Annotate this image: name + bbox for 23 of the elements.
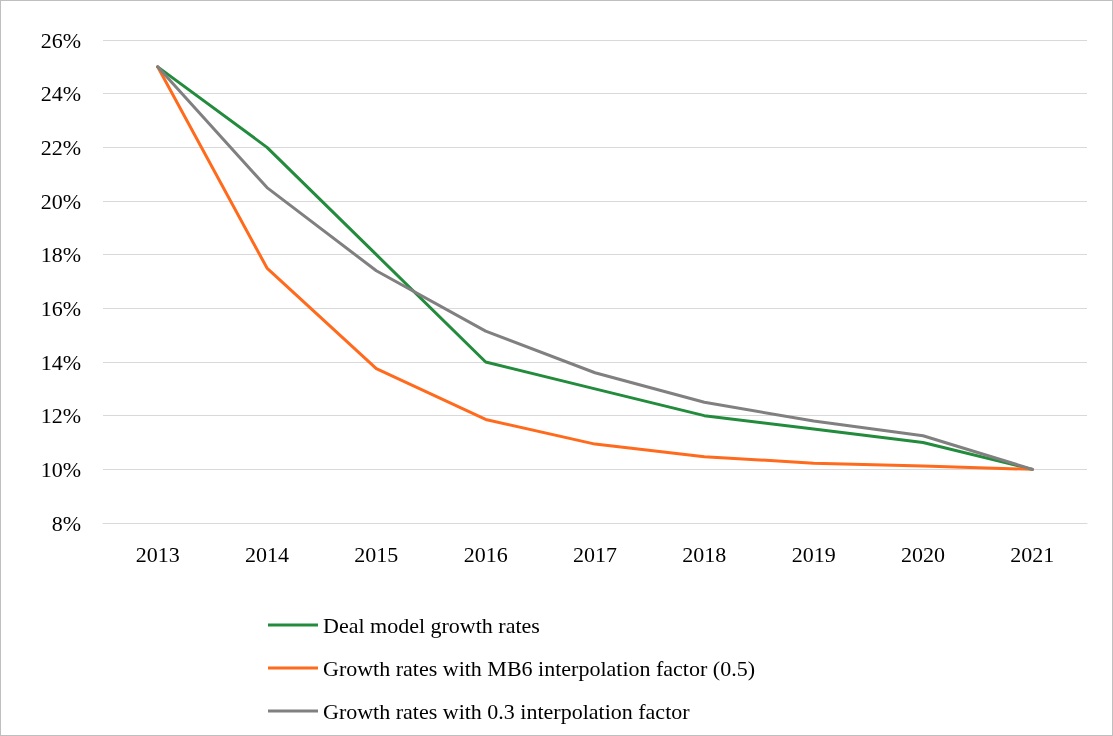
y-tick-label: 8% [51,510,81,536]
y-tick-label: 16% [40,295,81,321]
y-tick-label: 20% [40,188,81,214]
y-tick-label: 26% [40,27,81,53]
y-tick-label: 10% [40,456,81,482]
y-tick-label: 24% [40,81,81,107]
x-tick-label: 2020 [901,541,945,567]
line-series [156,65,1034,471]
y-tick-label: 14% [40,349,81,375]
x-tick-label: 2017 [573,541,617,567]
x-tick-label: 2014 [245,541,289,567]
x-tick-label: 2016 [463,541,508,567]
y-tick-label: 22% [40,134,81,160]
y-tick-label: 18% [40,242,81,268]
legend-label: Deal model growth rates [323,612,540,638]
x-tick-label: 2019 [791,541,836,567]
x-tick-label: 2021 [1010,541,1055,567]
y-tick-label: 12% [40,403,81,429]
legend-label: Growth rates with 0.3 interpolation factor [323,698,691,724]
x-tick-label: 2018 [682,541,727,567]
x-tick-label: 2015 [354,541,399,567]
x-tick-label: 2013 [135,541,180,567]
legend-label: Growth rates with MB6 interpolation factor (0.5) [323,655,755,681]
